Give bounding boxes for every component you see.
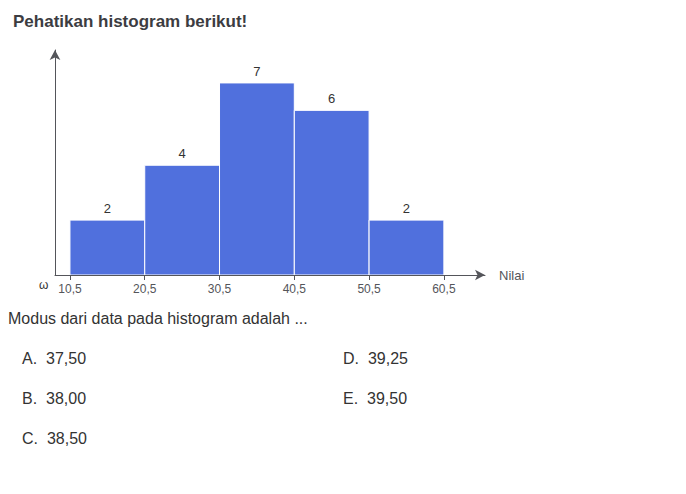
svg-text:7: 7 <box>253 64 260 79</box>
svg-text:10,5: 10,5 <box>58 282 82 296</box>
svg-text:30,5: 30,5 <box>208 282 232 296</box>
svg-text:D. 39,25: D. 39,25 <box>343 350 408 367</box>
svg-text:Nilai: Nilai <box>499 268 524 283</box>
svg-text:2: 2 <box>104 201 111 216</box>
svg-text:B. 38,00: B. 38,00 <box>22 390 86 407</box>
svg-text:ω: ω <box>39 278 48 292</box>
svg-text:E. 39,50: E. 39,50 <box>343 390 407 407</box>
svg-text:Pehatikan histogram berikut!: Pehatikan histogram berikut! <box>13 12 247 31</box>
svg-text:Modus dari data pada histogram: Modus dari data pada histogram adalah ..… <box>8 310 308 327</box>
svg-text:C. 38,50: C. 38,50 <box>22 430 87 447</box>
svg-text:50,5: 50,5 <box>357 282 381 296</box>
svg-text:4: 4 <box>179 146 186 161</box>
svg-text:A. 37,50: A. 37,50 <box>22 350 86 367</box>
svg-text:20,5: 20,5 <box>133 282 157 296</box>
svg-text:6: 6 <box>328 91 335 106</box>
svg-text:2: 2 <box>403 201 410 216</box>
svg-text:40,5: 40,5 <box>283 282 307 296</box>
svg-text:60,5: 60,5 <box>432 282 456 296</box>
